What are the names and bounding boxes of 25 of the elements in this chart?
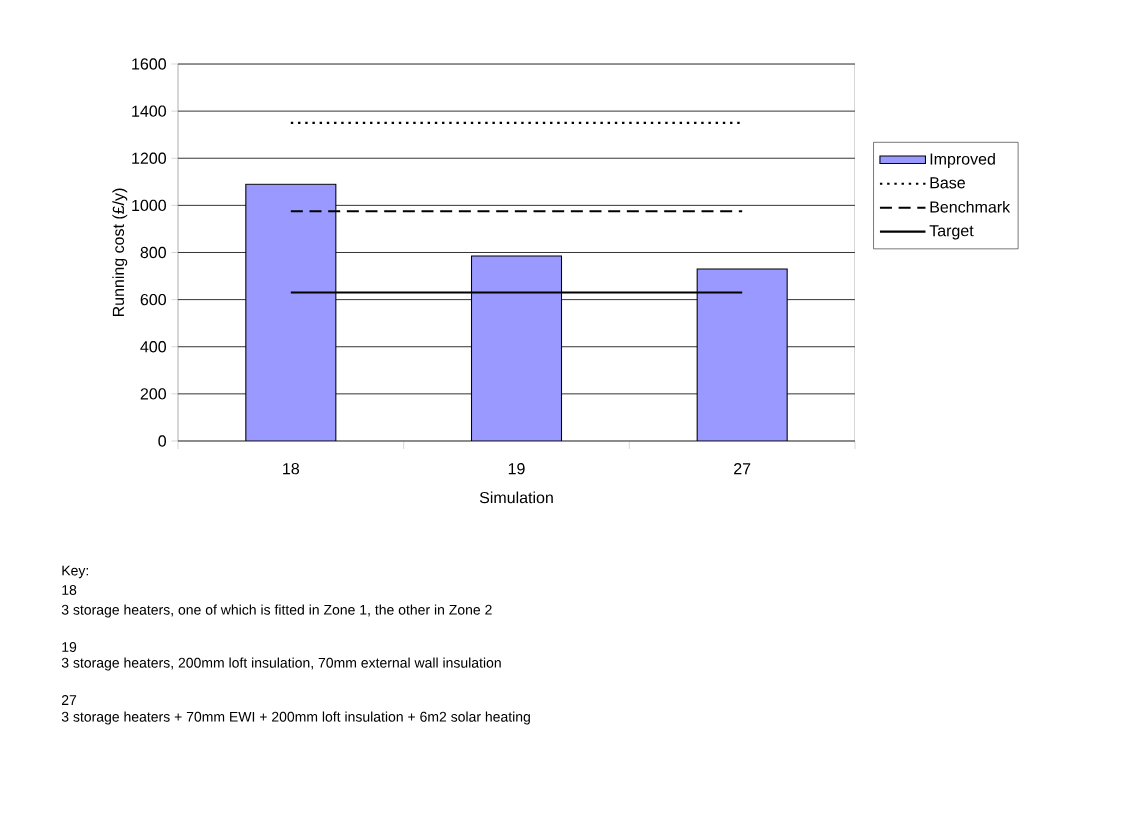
text: 18	[62, 585, 77, 595]
x-tick-label: 19	[508, 463, 525, 475]
legend-label: Target	[929, 225, 974, 240]
y-tick-label: 1400	[132, 105, 166, 117]
y-tick-label: 1600	[132, 58, 166, 70]
text: 3 storage heaters, one of which is fitted in Zone 1, the other in Zone 2	[61, 604, 492, 618]
text: 3 storage heaters + 70mm EWI + 200mm loft insulation + 6m2 solar heating	[61, 711, 530, 725]
y-tick-label: 1000	[132, 199, 166, 212]
y-tick-label: 600	[140, 293, 166, 306]
legend-label: Improved	[930, 152, 995, 168]
y-tick-label: 400	[140, 341, 166, 353]
text: 27	[61, 695, 77, 705]
legend-label: Base	[930, 177, 965, 189]
y-tick-label: 1200	[132, 152, 166, 164]
x-axis-title: Simulation	[479, 491, 553, 504]
y-tick-label: 0	[158, 435, 167, 447]
legend-label: Benchmark	[930, 200, 1011, 213]
text: 3 storage heaters, 200mm loft insulation, 70mm external wall insulation	[61, 657, 501, 671]
x-tick-label: 27	[734, 463, 751, 475]
text: 19	[62, 642, 77, 652]
y-tick-label: 200	[140, 388, 166, 400]
y-axis-title: Running cost (£/y)	[112, 188, 128, 317]
y-tick-label: 800	[140, 246, 166, 259]
text: Key:	[62, 565, 89, 579]
x-tick-label: 18	[283, 463, 300, 475]
